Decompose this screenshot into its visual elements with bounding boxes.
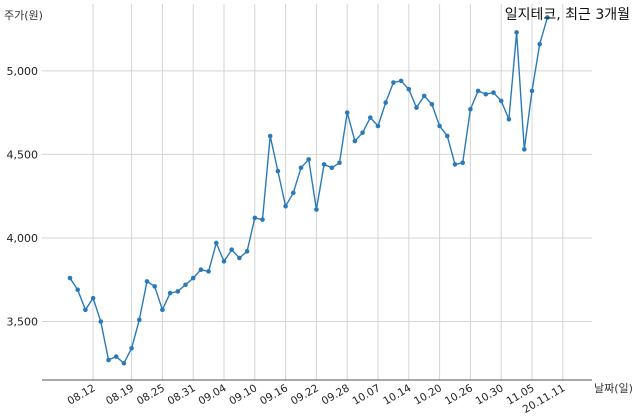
data-point: [314, 207, 319, 212]
data-point: [306, 157, 312, 162]
x-tick-label: 09.22: [289, 382, 321, 407]
data-point: [522, 147, 527, 152]
data-point: [398, 78, 404, 84]
grid: [42, 4, 592, 380]
data-point: [229, 247, 234, 252]
data-point: [160, 307, 165, 313]
data-point: [152, 284, 157, 289]
data-point: [198, 267, 204, 273]
data-point: [368, 115, 373, 120]
data-point: [144, 279, 150, 284]
x-tick-label: 09.28: [320, 382, 352, 407]
data-point: [337, 160, 342, 166]
x-tick-label: 10.20: [412, 382, 444, 407]
x-tick-label: 10.14: [381, 382, 413, 408]
data-point: [321, 162, 327, 167]
data-point: [445, 133, 450, 139]
data-point: [529, 88, 535, 94]
data-point: [437, 123, 442, 129]
data-point: [106, 357, 111, 363]
data-point: [344, 110, 350, 115]
x-tick-label: 08.31: [166, 382, 198, 407]
data-point: [391, 80, 396, 85]
data-point: [237, 255, 242, 261]
data-point: [252, 215, 258, 221]
chart-title: 일지테크, 최근 3개월: [505, 7, 630, 23]
data-point: [260, 217, 265, 222]
data-point: [267, 133, 273, 139]
data-point: [468, 106, 473, 112]
data-point: [190, 275, 196, 281]
data-point: [329, 165, 335, 171]
data-point: [352, 138, 358, 144]
y-tick-label: 4,500: [7, 148, 39, 161]
y-axis-label: 주가(원): [4, 9, 43, 22]
data-point: [244, 249, 250, 254]
data-point: [545, 15, 550, 20]
data-point: [291, 190, 296, 196]
x-tick-label: 10.26: [443, 382, 475, 408]
data-point: [537, 41, 542, 47]
x-tick-label: 09.10: [227, 382, 259, 407]
data-point: [221, 259, 227, 264]
data-point: [183, 282, 188, 288]
series-layer: [69, 17, 549, 365]
data-point: [214, 240, 219, 246]
data-point: [113, 354, 119, 359]
y-tick-label: 5,000: [7, 65, 39, 78]
x-tick-label: 08.19: [104, 382, 136, 407]
x-tick-label: 09.16: [258, 382, 290, 408]
data-point: [421, 93, 427, 99]
data-point: [67, 275, 73, 281]
data-point: [360, 130, 365, 135]
data-point: [429, 101, 435, 107]
data-point: [414, 105, 419, 110]
x-tick-label: 09.04: [196, 382, 228, 408]
x-tick-label: 08.12: [66, 382, 98, 407]
data-point: [75, 287, 80, 293]
data-point: [406, 86, 412, 92]
data-point: [506, 117, 512, 122]
data-point: [298, 165, 304, 171]
tick-labels: 3,500 4,000 4,500 5,000 08.12 08.1908.2508.31…: [7, 65, 568, 416]
data-point: [98, 319, 104, 324]
data-point: [452, 162, 458, 167]
data-point: [121, 360, 127, 366]
data-point: [483, 91, 489, 97]
data-point: [137, 317, 142, 323]
y-tick-label: 4,000: [7, 232, 39, 245]
points-layer: [67, 15, 550, 366]
data-point: [283, 203, 288, 209]
data-point: [514, 30, 519, 35]
data-point: [90, 295, 96, 301]
data-point: [206, 269, 211, 274]
data-point: [475, 88, 481, 94]
data-point: [275, 168, 281, 174]
x-tick-label: 10.30: [474, 382, 506, 407]
data-point: [83, 307, 88, 313]
x-tick-label: 08.25: [135, 382, 167, 407]
data-point: [129, 345, 134, 351]
data-point: [167, 290, 173, 296]
data-point: [460, 160, 466, 166]
data-point: [383, 100, 389, 105]
data-point: [375, 123, 381, 129]
x-axis-label: 날짜(일): [594, 381, 633, 395]
data-point: [498, 98, 504, 104]
data-point: [175, 289, 181, 294]
y-tick-label: 3,500: [7, 316, 39, 329]
series-line: [69, 17, 549, 365]
data-point: [491, 90, 496, 95]
x-tick-label: 10.07: [350, 382, 382, 407]
